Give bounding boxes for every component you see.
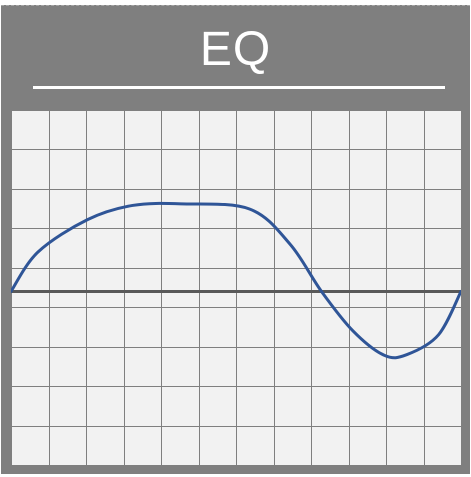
eq-curve bbox=[11, 201, 461, 360]
eq-graph[interactable] bbox=[11, 110, 461, 465]
title-divider bbox=[33, 86, 445, 89]
grid-lines bbox=[11, 110, 461, 465]
eq-curve-icon[interactable] bbox=[11, 110, 461, 465]
eq-title: EQ bbox=[199, 23, 272, 76]
eq-panel: EQ bbox=[1, 5, 470, 474]
